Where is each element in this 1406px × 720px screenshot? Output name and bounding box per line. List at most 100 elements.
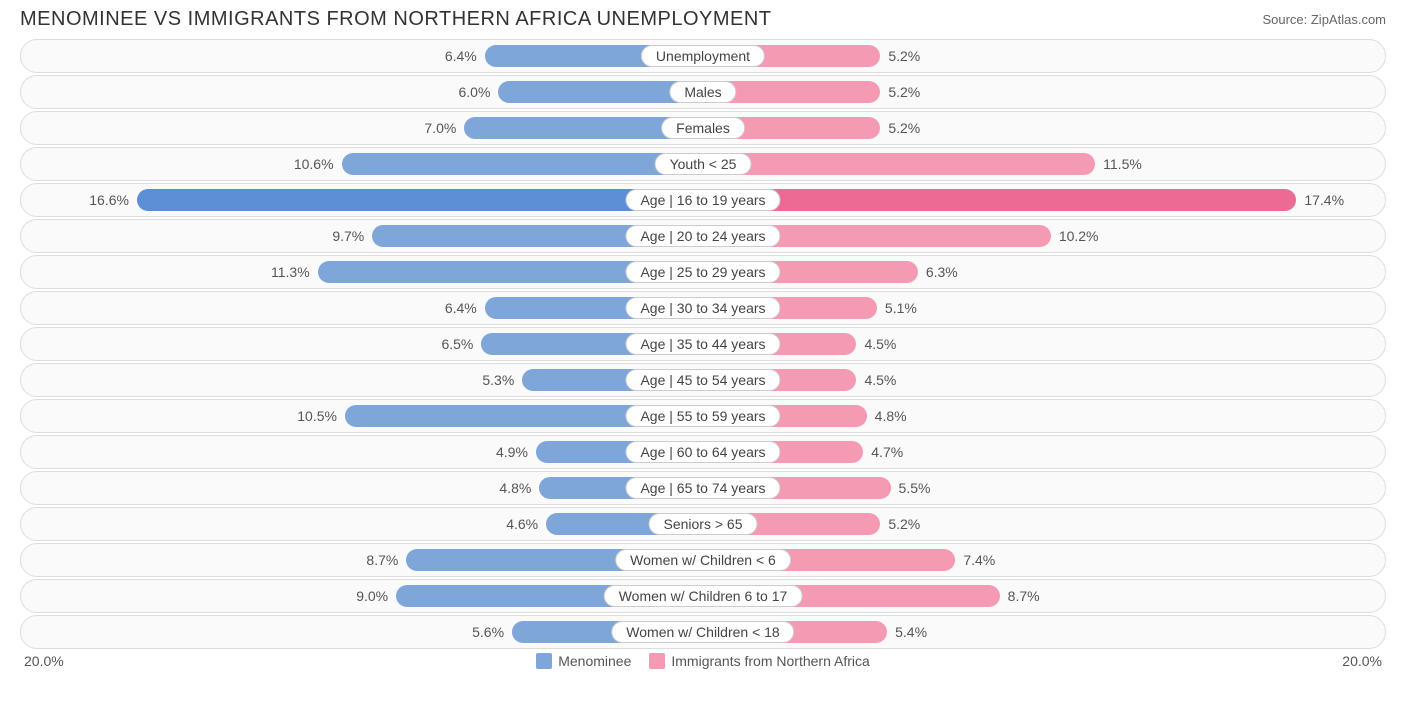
bar-right xyxy=(703,153,1095,175)
value-label-right: 7.4% xyxy=(955,552,1003,568)
legend-label-right: Immigrants from Northern Africa xyxy=(671,653,869,669)
row-left-half: 10.5% xyxy=(21,400,703,432)
category-label: Youth < 25 xyxy=(655,153,752,175)
row-right-half: 5.2% xyxy=(703,112,1385,144)
row-left-half: 4.6% xyxy=(21,508,703,540)
value-label-left: 7.0% xyxy=(416,120,464,136)
row-right-half: 4.5% xyxy=(703,328,1385,360)
category-label: Age | 20 to 24 years xyxy=(625,225,780,247)
row-left-half: 9.7% xyxy=(21,220,703,252)
value-label-left: 4.6% xyxy=(498,516,546,532)
category-label: Age | 30 to 34 years xyxy=(625,297,780,319)
chart-row: 4.9% 4.7%Age | 60 to 64 years xyxy=(20,435,1386,469)
value-label-right: 5.2% xyxy=(880,516,928,532)
chart-row: 6.0% 5.2%Males xyxy=(20,75,1386,109)
value-label-right: 5.1% xyxy=(877,300,925,316)
row-left-half: 5.6% xyxy=(21,616,703,648)
value-label-left: 4.8% xyxy=(491,480,539,496)
chart-header: MENOMINEE VS IMMIGRANTS FROM NORTHERN AF… xyxy=(0,0,1406,35)
value-label-left: 16.6% xyxy=(81,192,137,208)
row-right-half: 5.5% xyxy=(703,472,1385,504)
chart-footer: 20.0% Menominee Immigrants from Northern… xyxy=(0,651,1406,669)
row-left-half: 9.0% xyxy=(21,580,703,612)
row-right-half: 4.5% xyxy=(703,364,1385,396)
value-label-right: 5.2% xyxy=(880,120,928,136)
value-label-left: 4.9% xyxy=(488,444,536,460)
row-right-half: 6.3% xyxy=(703,256,1385,288)
chart-row: 10.5% 4.8%Age | 55 to 59 years xyxy=(20,399,1386,433)
row-right-half: 5.2% xyxy=(703,40,1385,72)
legend-label-left: Menominee xyxy=(558,653,631,669)
row-right-half: 5.2% xyxy=(703,508,1385,540)
chart-row: 5.6% 5.4% Women w/ Children < 18 xyxy=(20,615,1386,649)
category-label: Age | 65 to 74 years xyxy=(625,477,780,499)
category-label: Males xyxy=(669,81,736,103)
value-label-left: 6.4% xyxy=(437,300,485,316)
chart-title: MENOMINEE VS IMMIGRANTS FROM NORTHERN AF… xyxy=(20,8,772,31)
row-right-half: 5.2% xyxy=(703,76,1385,108)
row-right-half: 11.5% xyxy=(703,148,1385,180)
axis-max-right: 20.0% xyxy=(1342,653,1382,669)
chart-row: 6.5% 4.5% Age | 35 to 44 years xyxy=(20,327,1386,361)
value-label-right: 5.4% xyxy=(887,624,935,640)
row-right-half: 5.4% xyxy=(703,616,1385,648)
category-label: Females xyxy=(661,117,745,139)
value-label-right: 4.5% xyxy=(856,336,904,352)
category-label: Unemployment xyxy=(641,45,765,67)
category-label: Age | 45 to 54 years xyxy=(625,369,780,391)
row-left-half: 16.6% xyxy=(21,184,703,216)
bar-right xyxy=(703,189,1296,211)
category-label: Women w/ Children 6 to 17 xyxy=(604,585,803,607)
row-right-half: 17.4% xyxy=(703,184,1385,216)
chart-row: 4.8% 5.5% Age | 65 to 74 years xyxy=(20,471,1386,505)
row-left-half: 5.3% xyxy=(21,364,703,396)
row-left-half: 7.0% xyxy=(21,112,703,144)
row-right-half: 4.7% xyxy=(703,436,1385,468)
bar-left xyxy=(137,189,703,211)
row-left-half: 4.9% xyxy=(21,436,703,468)
chart-row: 10.6%11.5%Youth < 25 xyxy=(20,147,1386,181)
row-right-half: 4.8% xyxy=(703,400,1385,432)
value-label-right: 8.7% xyxy=(1000,588,1048,604)
value-label-left: 6.5% xyxy=(433,336,481,352)
bar-left xyxy=(342,153,703,175)
row-right-half: 8.7% xyxy=(703,580,1385,612)
value-label-left: 8.7% xyxy=(358,552,406,568)
value-label-right: 5.2% xyxy=(880,48,928,64)
category-label: Women w/ Children < 6 xyxy=(615,549,791,571)
chart-source: Source: ZipAtlas.com xyxy=(1262,12,1386,27)
value-label-left: 6.4% xyxy=(437,48,485,64)
legend-item-right: Immigrants from Northern Africa xyxy=(649,653,869,669)
category-label: Women w/ Children < 18 xyxy=(611,621,794,643)
chart-row: 9.7% 10.2% Age | 20 to 24 years xyxy=(20,219,1386,253)
row-left-half: 6.4% xyxy=(21,292,703,324)
row-left-half: 10.6% xyxy=(21,148,703,180)
row-left-half: 8.7% xyxy=(21,544,703,576)
chart-row: 7.0% 5.2% Females xyxy=(20,111,1386,145)
value-label-right: 10.2% xyxy=(1051,228,1107,244)
value-label-left: 11.3% xyxy=(263,264,318,280)
row-right-half: 10.2% xyxy=(703,220,1385,252)
value-label-right: 4.5% xyxy=(856,372,904,388)
legend-swatch-left xyxy=(536,653,552,669)
category-label: Age | 16 to 19 years xyxy=(625,189,780,211)
row-right-half: 5.1% xyxy=(703,292,1385,324)
value-label-right: 5.5% xyxy=(891,480,939,496)
value-label-left: 10.5% xyxy=(289,408,345,424)
chart-row: 6.4% 5.2% Unemployment xyxy=(20,39,1386,73)
category-label: Age | 35 to 44 years xyxy=(625,333,780,355)
value-label-left: 5.3% xyxy=(474,372,522,388)
chart-row: 4.6% 5.2% Seniors > 65 xyxy=(20,507,1386,541)
value-label-left: 6.0% xyxy=(450,84,498,100)
row-left-half: 6.0% xyxy=(21,76,703,108)
chart-row: 9.0% 8.7% Women w/ Children 6 to 17 xyxy=(20,579,1386,613)
chart-row: 8.7% 7.4% Women w/ Children < 6 xyxy=(20,543,1386,577)
category-label: Age | 25 to 29 years xyxy=(625,261,780,283)
value-label-right: 6.3% xyxy=(918,264,966,280)
category-label: Age | 60 to 64 years xyxy=(625,441,780,463)
category-label: Age | 55 to 59 years xyxy=(625,405,780,427)
value-label-left: 9.7% xyxy=(324,228,372,244)
category-label: Seniors > 65 xyxy=(649,513,758,535)
value-label-left: 9.0% xyxy=(348,588,396,604)
value-label-right: 17.4% xyxy=(1296,192,1352,208)
